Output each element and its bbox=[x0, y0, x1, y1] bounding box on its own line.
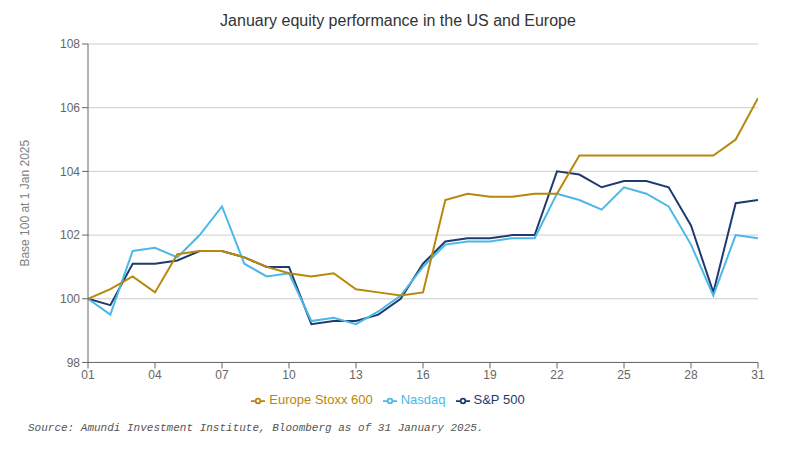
svg-text:04: 04 bbox=[148, 368, 162, 382]
svg-text:10: 10 bbox=[282, 368, 296, 382]
svg-text:01: 01 bbox=[81, 368, 95, 382]
svg-text:07: 07 bbox=[215, 368, 229, 382]
svg-text:98: 98 bbox=[67, 356, 81, 370]
svg-text:25: 25 bbox=[617, 368, 631, 382]
svg-text:28: 28 bbox=[684, 368, 698, 382]
svg-text:102: 102 bbox=[60, 228, 80, 242]
svg-text:31: 31 bbox=[751, 368, 765, 382]
svg-text:104: 104 bbox=[60, 165, 80, 179]
html-text:S&P 500: S&P 500 bbox=[473, 392, 525, 408]
svg-text:19: 19 bbox=[483, 368, 497, 382]
svg-text:16: 16 bbox=[416, 368, 430, 382]
html-text:Nasdaq: Nasdaq bbox=[400, 392, 446, 408]
svg-text:Base 100 at 1 Jan 2025: Base 100 at 1 Jan 2025 bbox=[18, 140, 32, 267]
html-text:Europe Stoxx 600: Europe Stoxx 600 bbox=[269, 392, 373, 408]
svg-text:22: 22 bbox=[550, 368, 564, 382]
html-text:Source: Amundi Investment Inst: Source: Amundi Investment Institute, Blo… bbox=[28, 422, 484, 434]
svg-text:13: 13 bbox=[349, 368, 363, 382]
svg-text:100: 100 bbox=[60, 292, 80, 306]
svg-text:106: 106 bbox=[60, 101, 80, 115]
svg-text:108: 108 bbox=[60, 37, 80, 51]
html-text:January equity performance in: January equity performance in the US and… bbox=[220, 12, 576, 29]
